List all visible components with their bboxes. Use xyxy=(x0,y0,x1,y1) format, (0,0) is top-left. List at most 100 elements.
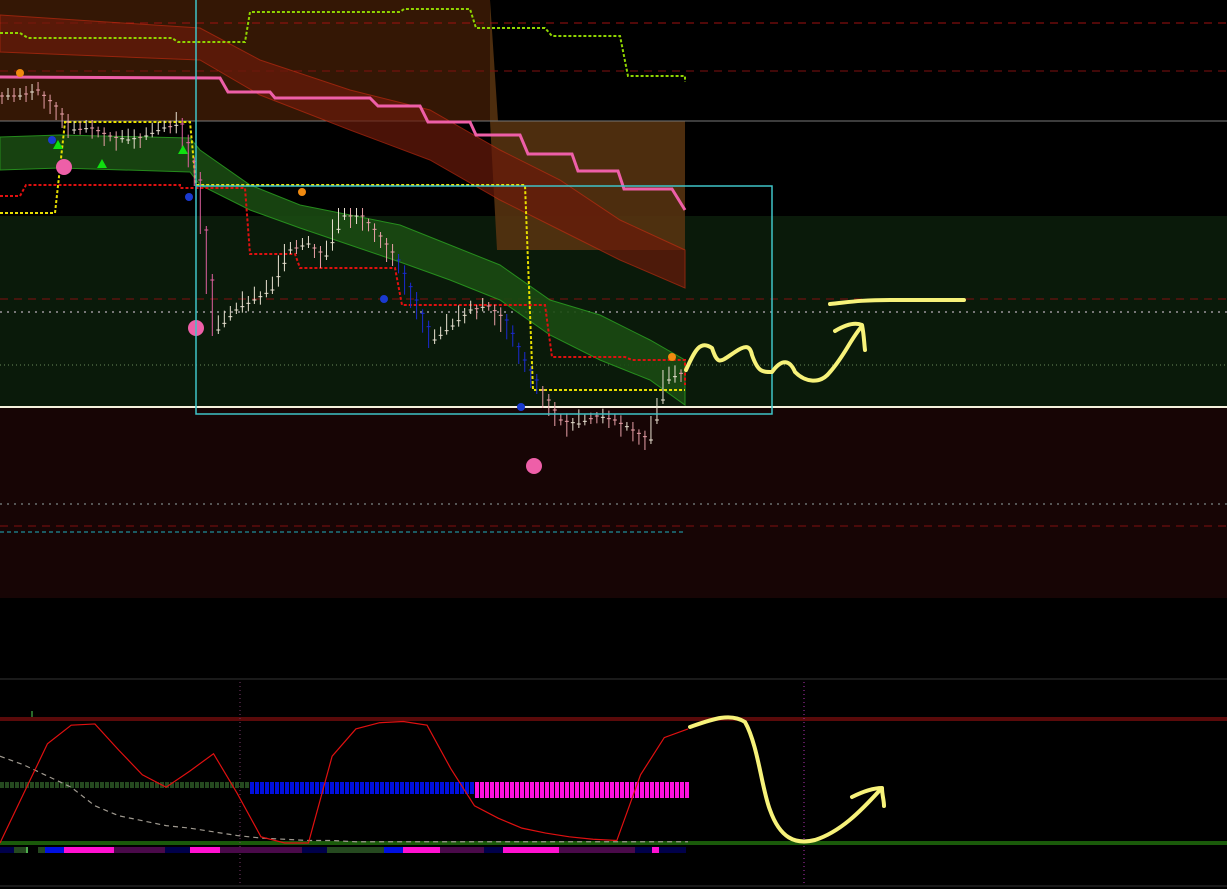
histogram-bar-green xyxy=(20,782,24,788)
signal-line xyxy=(0,755,688,843)
green-triangle-marker xyxy=(178,145,188,154)
state-segment xyxy=(403,847,440,853)
histogram-bar-blue xyxy=(415,782,419,794)
histogram-bar-magenta xyxy=(520,782,524,798)
histogram-bar-blue xyxy=(450,782,454,794)
histogram-bar-magenta xyxy=(555,782,559,798)
histogram-bar-magenta xyxy=(500,782,504,798)
histogram-bar-green xyxy=(185,782,189,788)
green-triangle-marker xyxy=(97,159,107,168)
histogram-bar-magenta xyxy=(495,782,499,798)
histogram-bar-blue xyxy=(330,782,334,794)
selection-box[interactable] xyxy=(195,185,773,415)
histogram-bar-magenta xyxy=(545,782,549,798)
histogram-bar-green xyxy=(190,782,194,788)
histogram-bar-blue xyxy=(440,782,444,794)
histogram-bar-blue xyxy=(320,782,324,794)
histogram-bar-blue xyxy=(350,782,354,794)
histogram-bar-magenta xyxy=(475,782,479,798)
state-segment xyxy=(0,847,14,853)
histogram-bar-green xyxy=(100,782,104,788)
histogram-bar-blue xyxy=(285,782,289,794)
histogram-bar-green xyxy=(35,782,39,788)
histogram-bar-magenta xyxy=(665,782,669,798)
histogram-bar-green xyxy=(175,782,179,788)
histogram-bar-green xyxy=(30,782,34,788)
markers xyxy=(16,69,676,474)
pink-circle-marker xyxy=(526,458,542,474)
histogram-bar-green xyxy=(105,782,109,788)
histogram-bar-blue xyxy=(375,782,379,794)
histogram-bar-magenta xyxy=(560,782,564,798)
price-panel xyxy=(0,0,1227,598)
histogram-bar-green xyxy=(110,782,114,788)
histogram-bar-magenta xyxy=(625,782,629,798)
histogram-bar-green xyxy=(55,782,59,788)
histogram-bar-blue xyxy=(410,782,414,794)
histogram-bar-green xyxy=(210,782,214,788)
histogram-bar-green xyxy=(130,782,134,788)
state-segment xyxy=(559,847,635,853)
histogram-bar-green xyxy=(165,782,169,788)
blue-dot-marker xyxy=(48,136,56,144)
histogram-bar-magenta xyxy=(515,782,519,798)
state-segment xyxy=(327,847,384,853)
state-segment xyxy=(503,847,559,853)
histogram-bar-magenta xyxy=(630,782,634,798)
state-segment xyxy=(45,847,64,853)
oscillator-panel xyxy=(0,682,1227,884)
histogram-bar-magenta xyxy=(535,782,539,798)
histogram-bar-magenta xyxy=(525,782,529,798)
histogram-bar-green xyxy=(0,782,4,788)
histogram-bar-blue xyxy=(460,782,464,794)
state-segment xyxy=(484,847,503,853)
histogram-bar-green xyxy=(120,782,124,788)
oscillator-line xyxy=(0,720,689,844)
histogram-bar-green xyxy=(90,782,94,788)
histogram-bar-green xyxy=(75,782,79,788)
histogram-bar-green xyxy=(60,782,64,788)
histogram-bar-magenta xyxy=(605,782,609,798)
histogram-bar-magenta xyxy=(655,782,659,798)
histogram-bar-blue xyxy=(365,782,369,794)
histogram-bar-blue xyxy=(395,782,399,794)
histogram-bar-magenta xyxy=(620,782,624,798)
histogram-bar-green xyxy=(170,782,174,788)
histogram-bar-magenta xyxy=(570,782,574,798)
histogram-bar-green xyxy=(155,782,159,788)
histogram-bar-green xyxy=(200,782,204,788)
blue-dot-marker xyxy=(185,193,193,201)
orange-dot-marker xyxy=(668,353,676,361)
histogram-bar-magenta xyxy=(550,782,554,798)
histogram-bar-blue xyxy=(250,782,254,794)
histogram-bar-blue xyxy=(385,782,389,794)
histogram-bar-magenta xyxy=(510,782,514,798)
histogram-bar-green xyxy=(115,782,119,788)
histogram-bar-blue xyxy=(295,782,299,794)
orange-dot-marker xyxy=(16,69,24,77)
histogram-bar-magenta xyxy=(610,782,614,798)
hand-drawn-annotation xyxy=(688,715,886,844)
histogram-bar-blue xyxy=(340,782,344,794)
state-segment xyxy=(384,847,403,853)
pink-circle-marker xyxy=(56,159,72,175)
bear-zone xyxy=(0,407,1227,598)
histogram-bar-blue xyxy=(260,782,264,794)
red-channel xyxy=(0,14,686,289)
histogram-bar-magenta xyxy=(640,782,644,798)
histogram-bar-magenta xyxy=(485,782,489,798)
histogram-bar-magenta xyxy=(490,782,494,798)
histogram-bar-green xyxy=(25,782,29,788)
histogram-bar-magenta xyxy=(685,782,689,798)
state-segment xyxy=(190,847,220,853)
histogram-bar-blue xyxy=(305,782,309,794)
state-segment xyxy=(302,847,327,853)
state-segment xyxy=(38,847,45,853)
state-segment xyxy=(659,847,686,853)
pink-trend-line xyxy=(0,75,687,211)
orange-dot-marker xyxy=(298,188,306,196)
histogram-bar-green xyxy=(225,782,229,788)
annotation-arrowhead xyxy=(850,786,886,808)
histogram-bar-green xyxy=(235,782,239,788)
